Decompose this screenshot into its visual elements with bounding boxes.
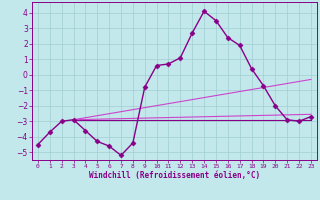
X-axis label: Windchill (Refroidissement éolien,°C): Windchill (Refroidissement éolien,°C)	[89, 171, 260, 180]
